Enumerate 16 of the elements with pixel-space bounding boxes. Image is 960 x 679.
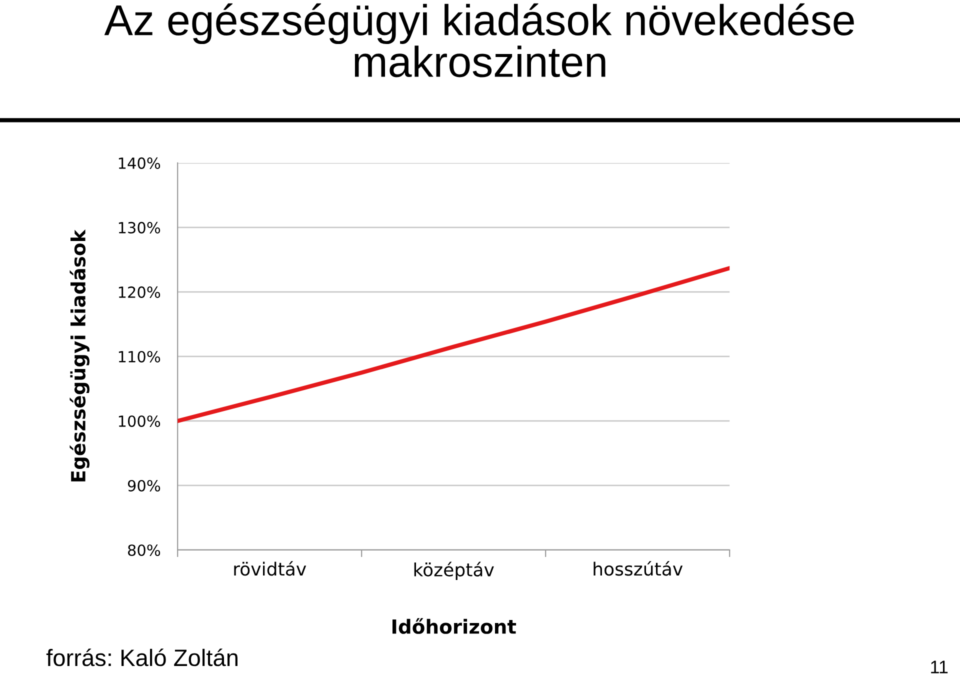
text: 11 xyxy=(931,660,948,674)
line-series xyxy=(178,266,730,424)
chart-title: Az egészségügyi kiadások növekedése makroszinten xyxy=(104,3,854,78)
y-tick-label: 120% xyxy=(118,286,160,298)
x-axis-title: Időhorizont xyxy=(392,618,516,634)
x-tick-label: rövidtáv xyxy=(234,561,306,576)
y-tick-label: 100% xyxy=(118,415,160,427)
text: forrás: Kaló Zoltán xyxy=(46,648,238,666)
y-tick-label: 140% xyxy=(118,157,160,169)
x-tick-label: hosszútáv xyxy=(594,561,683,576)
y-tick-label: 110% xyxy=(118,350,160,362)
y-axis-title: Egészségügyi kiadások xyxy=(70,229,90,482)
y-tick-label: 90% xyxy=(128,480,160,492)
x-tick-label: középtáv xyxy=(414,562,494,580)
y-tick-label: 130% xyxy=(118,222,160,234)
y-tick-label: 80% xyxy=(128,544,160,556)
